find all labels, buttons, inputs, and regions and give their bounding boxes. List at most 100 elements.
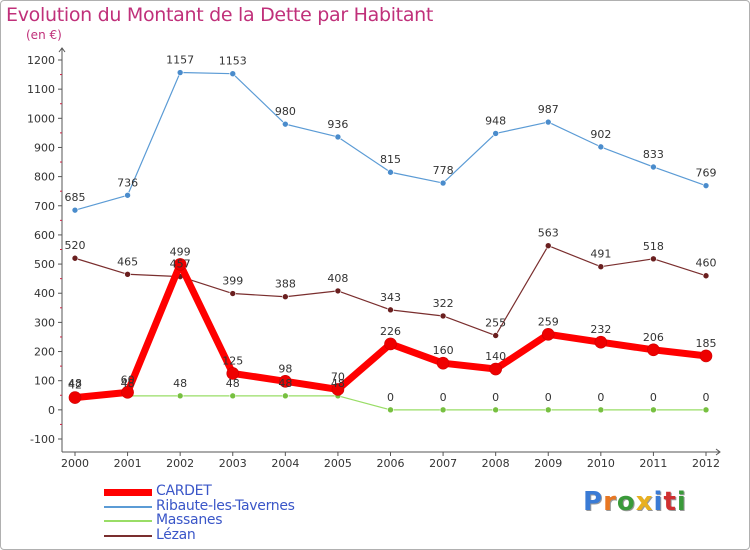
data-label-cardet: 160 bbox=[433, 344, 454, 357]
data-label-massanes: 0 bbox=[387, 391, 394, 404]
logo-letter: o bbox=[616, 487, 636, 517]
proxiti-logo: Proxiti bbox=[583, 487, 687, 517]
y-tick-label: 1100 bbox=[27, 83, 55, 96]
data-label-massanes: 0 bbox=[597, 391, 604, 404]
y-tick-label: 300 bbox=[34, 316, 55, 329]
chart-title: Evolution du Montant de la Dette par Hab… bbox=[6, 4, 434, 26]
data-point-cardet bbox=[173, 258, 187, 271]
data-label-cardet: 206 bbox=[643, 331, 664, 344]
y-tick-label: 0 bbox=[48, 404, 55, 417]
data-point-ribaute-les-tavernes bbox=[650, 163, 657, 171]
data-label-ribaute-les-tavernes: 948 bbox=[485, 114, 506, 127]
data-label-lezan: 520 bbox=[65, 239, 86, 252]
data-point-ribaute-les-tavernes bbox=[597, 143, 605, 151]
y-tick-label: 800 bbox=[34, 171, 55, 184]
data-label-cardet: 70 bbox=[331, 370, 345, 383]
data-point-cardet bbox=[384, 337, 397, 351]
data-point-massanes bbox=[229, 392, 237, 400]
data-point-ribaute-les-tavernes bbox=[176, 69, 184, 76]
legend-label-massanes: Massanes bbox=[156, 512, 223, 528]
data-label-massanes: 0 bbox=[440, 391, 447, 404]
data-point-ribaute-les-tavernes bbox=[702, 182, 710, 189]
data-point-massanes bbox=[702, 406, 710, 414]
data-point-cardet bbox=[436, 356, 450, 370]
data-point-massanes bbox=[387, 406, 394, 414]
data-point-lezan bbox=[702, 272, 710, 280]
data-label-ribaute-les-tavernes: 936 bbox=[327, 118, 348, 131]
y-tick-label: 400 bbox=[34, 287, 55, 300]
data-point-lezan bbox=[492, 332, 499, 339]
data-label-lezan: 563 bbox=[538, 227, 559, 240]
x-axis-arrow bbox=[715, 448, 721, 456]
data-point-lezan bbox=[229, 290, 237, 297]
y-tick-label: 1000 bbox=[27, 112, 55, 125]
data-point-cardet bbox=[647, 343, 660, 357]
data-point-lezan bbox=[71, 254, 79, 262]
data-label-massanes: 0 bbox=[492, 391, 499, 404]
data-point-lezan bbox=[650, 255, 657, 263]
data-point-cardet bbox=[68, 391, 82, 404]
data-point-cardet bbox=[279, 374, 292, 388]
data-label-lezan: 518 bbox=[643, 240, 664, 253]
data-label-massanes: 48 bbox=[173, 377, 187, 390]
data-point-lezan bbox=[387, 306, 394, 314]
data-label-cardet: 226 bbox=[380, 325, 401, 338]
data-label-massanes: 48 bbox=[68, 377, 82, 390]
logo-letter: t bbox=[663, 487, 677, 517]
x-tick-label: 2008 bbox=[482, 457, 510, 470]
data-label-lezan: 460 bbox=[696, 257, 717, 270]
data-label-cardet: 42 bbox=[68, 379, 82, 392]
data-point-ribaute-les-tavernes bbox=[282, 120, 289, 128]
y-tick-label: 600 bbox=[34, 229, 55, 242]
legend-label-ribaute-les-tavernes: Ribaute-les-Tavernes bbox=[156, 497, 295, 514]
data-point-cardet bbox=[489, 362, 502, 376]
data-label-cardet: 185 bbox=[696, 337, 717, 350]
data-point-lezan bbox=[597, 263, 605, 271]
data-point-ribaute-les-tavernes bbox=[71, 206, 79, 214]
data-label-ribaute-les-tavernes: 736 bbox=[117, 176, 138, 189]
data-label-massanes: 0 bbox=[545, 391, 552, 404]
data-label-massanes: 48 bbox=[278, 377, 292, 390]
data-label-ribaute-les-tavernes: 685 bbox=[65, 191, 86, 204]
data-point-lezan bbox=[124, 270, 131, 278]
data-label-massanes: 48 bbox=[121, 377, 135, 390]
logo-letter: i bbox=[676, 487, 687, 517]
data-label-lezan: 457 bbox=[170, 258, 191, 271]
data-label-lezan: 399 bbox=[222, 275, 243, 288]
data-point-ribaute-les-tavernes bbox=[492, 130, 499, 137]
x-tick-label: 2006 bbox=[377, 457, 405, 470]
y-tick-label: 500 bbox=[34, 258, 55, 271]
unit-label: (en €) bbox=[26, 28, 62, 42]
y-tick-label: 900 bbox=[34, 141, 55, 154]
data-point-ribaute-les-tavernes bbox=[334, 133, 342, 141]
data-label-lezan: 491 bbox=[590, 248, 611, 261]
data-point-cardet bbox=[121, 386, 134, 399]
y-tick-label: -100 bbox=[30, 433, 55, 446]
data-label-ribaute-les-tavernes: 778 bbox=[433, 164, 454, 177]
y-tick-label: 1200 bbox=[27, 54, 55, 67]
data-label-ribaute-les-tavernes: 902 bbox=[590, 128, 611, 141]
legend-swatch-lezan bbox=[104, 534, 152, 537]
data-point-cardet bbox=[594, 335, 608, 349]
logo-letter: r bbox=[603, 487, 617, 517]
x-tick-label: 2011 bbox=[639, 457, 667, 470]
data-point-cardet bbox=[331, 383, 345, 396]
logo-letter: x bbox=[635, 487, 654, 517]
data-point-ribaute-les-tavernes bbox=[439, 179, 447, 187]
data-label-lezan: 465 bbox=[117, 255, 138, 268]
data-point-massanes bbox=[597, 406, 605, 414]
y-axis-arrow bbox=[58, 47, 66, 53]
data-point-massanes bbox=[282, 392, 289, 400]
x-tick-label: 2000 bbox=[61, 457, 89, 470]
data-point-cardet bbox=[541, 328, 555, 341]
data-label-ribaute-les-tavernes: 815 bbox=[380, 153, 401, 166]
data-point-ribaute-les-tavernes bbox=[124, 191, 131, 199]
data-point-ribaute-les-tavernes bbox=[229, 70, 237, 78]
x-tick-label: 2004 bbox=[271, 457, 299, 470]
data-point-lezan bbox=[282, 293, 289, 301]
data-point-lezan bbox=[544, 242, 552, 250]
data-label-lezan: 388 bbox=[275, 278, 296, 291]
data-point-lezan bbox=[334, 287, 342, 295]
data-label-cardet: 125 bbox=[222, 354, 243, 367]
